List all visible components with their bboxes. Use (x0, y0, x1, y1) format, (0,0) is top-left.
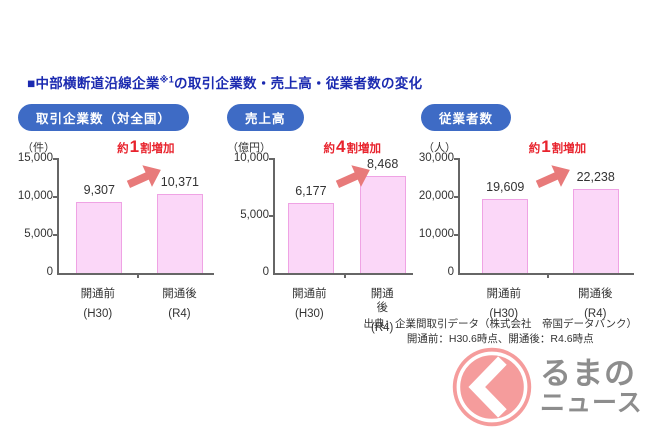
y-tick-mark (269, 215, 275, 217)
x-axis-tick (547, 273, 549, 278)
bar-before-opening (76, 202, 123, 273)
footnote-marker: ※1 (159, 74, 175, 85)
kuruma-news-logo: るまの ニュース (452, 347, 643, 427)
y-tick-mark (53, 158, 59, 160)
x-axis-labels: 開通前 (H30) 開通後 (R4) (57, 287, 214, 327)
bar-before-opening (287, 202, 334, 273)
y-tick-label: 30,000 (418, 152, 454, 164)
title-text: ■中部横断道沿線企業 (27, 76, 160, 91)
bar-before-opening (482, 198, 529, 273)
y-tick-label: 0 (447, 266, 454, 278)
category-label-before: 開通前 (H30) (80, 288, 116, 320)
data-source-note: 出典：企業間取引データ（株式会社 帝国データバンク） 開通前：H30.6時点、開… (363, 317, 637, 346)
y-tick-mark (454, 233, 460, 236)
y-axis-ticks: 30,000 20,000 10,000 0 (419, 152, 634, 278)
x-axis-tick (136, 273, 139, 278)
category-label-after: 開通後 (R4) (370, 288, 394, 334)
bar-value-label: 22,238 (576, 169, 615, 184)
page-title: ■中部横断道沿線企業※1の取引企業数・売上高・従業者数の変化 (27, 72, 422, 92)
y-tick-mark (53, 195, 59, 198)
ku-circle-icon (452, 347, 532, 427)
bar-after-opening (359, 176, 406, 273)
y-tick-label: 0 (46, 266, 53, 278)
y-axis-ticks: 10,000 5,000 0 (234, 152, 413, 278)
logo-text: るまの ニュース (540, 357, 643, 417)
y-tick-label: 0 (262, 266, 269, 278)
y-axis-unit-label: （億円） (227, 142, 271, 154)
x-axis-tick (344, 273, 346, 278)
x-axis-labels: 開通前 (H30) 開通後 (R4) (458, 287, 634, 327)
category-label-after: 開通後 (R4) (578, 288, 613, 320)
x-axis-labels: 開通前 (H30) 開通後 (R4) (273, 287, 413, 334)
logo-text-line2: ニュース (540, 389, 643, 417)
bar-after-opening (572, 188, 619, 273)
y-tick-mark (454, 195, 460, 198)
plot-area: （人） 30,000 20,000 10,000 0 19,609 22,238 約1… (419, 137, 634, 278)
plot-area: （億円） 10,000 5,000 0 6,177 8,468 約4割増加 (227, 137, 413, 278)
y-tick-label: 10,000 (418, 227, 454, 240)
y-axis-ticks: 15,000 10,000 5,000 0 (18, 152, 214, 278)
y-axis-unit-label: （人） (423, 142, 456, 154)
y-tick-mark (454, 158, 460, 160)
bar-after-opening (156, 194, 203, 273)
increase-arrow-icon (335, 165, 370, 188)
y-axis-unit-label: （件） (22, 142, 55, 154)
category-label-before: 開通前 (H30) (292, 288, 327, 320)
y-tick-label: 10,000 (233, 152, 269, 164)
source-line-1: 出典：企業間取引データ（株式会社 帝国データバンク） (363, 318, 637, 330)
logo-text-line1: るまの (540, 356, 636, 391)
increase-annotation: 約1割増加 (117, 137, 175, 156)
increase-arrow-icon (535, 165, 570, 188)
y-tick-label: 5,000 (240, 209, 269, 221)
chart-area: （億円） 10,000 5,000 0 6,177 8,468 約4割増加 開通前 … (227, 131, 417, 346)
increase-annotation: 約4割増加 (323, 137, 381, 156)
title-text-rest: の取引企業数・売上高・従業者数の変化 (174, 76, 423, 91)
bar-value-label: 8,468 (366, 157, 399, 172)
bar-value-label: 19,609 (486, 179, 525, 194)
y-tick-label: 20,000 (418, 189, 454, 202)
y-tick-mark (269, 158, 275, 160)
chart-panel-employees: 従業者数 （人） 30,000 20,000 10,000 0 19,609 22,2… (419, 104, 642, 346)
category-label-after: 開通後 (R4) (162, 288, 197, 320)
y-tick-label: 15,000 (17, 152, 53, 164)
increase-annotation: 約1割増加 (528, 137, 587, 156)
source-line-2: 開通前：H30.6時点、開通後：R4.6時点 (406, 332, 594, 345)
chart-panel-partner-companies: 取引企業数（対全国） （件） 15,000 10,000 5,000 0 9,307 … (18, 104, 218, 346)
y-tick-label: 10,000 (17, 189, 53, 202)
chart-title-badge: 従業者数 (421, 104, 512, 131)
y-tick-label: 5,000 (24, 227, 53, 240)
chart-area: （人） 30,000 20,000 10,000 0 19,609 22,238 約1… (419, 131, 642, 346)
plot-area: （件） 15,000 10,000 5,000 0 9,307 10,371 約1割増… (18, 137, 214, 278)
y-tick-mark (53, 233, 59, 236)
category-label-before: 開通前 (H30) (486, 288, 522, 320)
bar-value-label: 9,307 (83, 183, 115, 198)
chart-area: （件） 15,000 10,000 5,000 0 9,307 10,371 約1割増… (18, 131, 218, 346)
bar-value-label: 10,371 (160, 175, 200, 190)
bar-value-label: 6,177 (295, 183, 327, 198)
chart-title-badge: 取引企業数（対全国） (18, 104, 190, 131)
chart-panel-sales: 売上高 （億円） 10,000 5,000 0 6,177 8,468 約4割増加 … (227, 104, 417, 346)
increase-arrow-icon (126, 165, 161, 188)
chart-title-badge: 売上高 (227, 104, 304, 131)
